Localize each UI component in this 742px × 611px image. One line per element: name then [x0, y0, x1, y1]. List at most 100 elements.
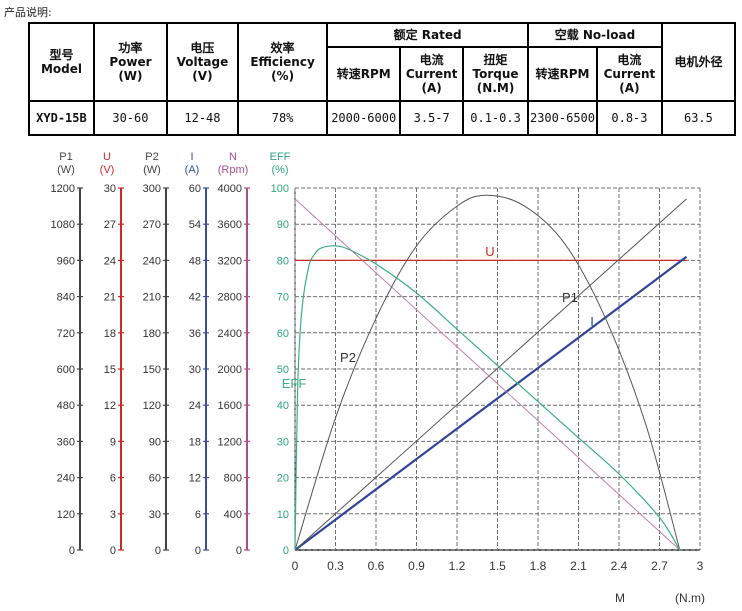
axis-u-tick-label: 12: [104, 400, 116, 412]
axis-eff-unit: (%): [271, 164, 288, 176]
axis-p1-name: P1: [59, 151, 72, 163]
axis-p1-tick-label: 240: [57, 473, 75, 485]
axis-n-tick-label: 3600: [218, 219, 242, 231]
header-rated-current-en: Current: [405, 67, 458, 81]
axis-p1-tick-label: 480: [57, 400, 75, 412]
series-layer: [294, 194, 688, 551]
axis-p2-name: P2: [145, 151, 158, 163]
x-tick-label: 0.3: [327, 559, 344, 573]
x-tick-label: 3: [697, 559, 704, 573]
x-tick-label: 2.4: [611, 559, 628, 573]
axis-i-name: I: [190, 151, 193, 163]
axis-p2-tick-label: 120: [143, 400, 161, 412]
axis-p1-tick-label: 120: [57, 509, 75, 521]
axis-eff-name: EFF: [270, 151, 291, 163]
axis-p2-tick-label: 210: [143, 292, 161, 304]
axis-n-tick-label: 3200: [218, 255, 242, 267]
axis-i-tick-label: 42: [189, 292, 201, 304]
header-voltage-unit: (V): [192, 69, 213, 83]
axis-i-tick-label: 30: [189, 364, 201, 376]
header-torque-zh: 扭矩: [483, 53, 508, 67]
header-power-zh: 功率: [118, 41, 143, 55]
axis-n-tick-label: 2800: [218, 292, 242, 304]
axis-p1-tick-label: 720: [57, 328, 75, 340]
axis-i-unit: (A): [185, 164, 200, 176]
axis-i-tick-label: 12: [189, 473, 201, 485]
axis-p2-tick-label: 60: [149, 473, 161, 485]
series-i-label: I: [590, 314, 594, 329]
axis-u-unit: (V): [100, 164, 115, 176]
series-p2-line: [294, 194, 681, 551]
axis-p1-unit: (W): [57, 164, 75, 176]
axis-i-tick-label: 0: [195, 545, 201, 557]
cell-rated-current: 3.5-7: [399, 100, 465, 136]
header-noload: 空载 No-load: [527, 22, 663, 48]
series-eff-line: [294, 245, 681, 551]
header-model-en: Model: [40, 62, 82, 76]
axis-u-tick-label: 30: [104, 183, 116, 195]
axis-eff-tick-label: 10: [277, 509, 289, 521]
header-torque-unit: (N.M): [476, 81, 515, 95]
axis-n-tick-label: 800: [224, 473, 242, 485]
cell-rated-torque: 0.1-0.3: [462, 100, 530, 136]
axis-eff-tick-label: 20: [277, 473, 289, 485]
axis-eff-tick-label: 70: [277, 292, 289, 304]
axis-p1-tick-label: 1200: [51, 183, 75, 195]
axis-i-tick-label: 36: [189, 328, 201, 340]
axis-i-tick-label: 60: [189, 183, 201, 195]
cell-efficiency: 78%: [236, 100, 329, 136]
header-eff-unit: (%): [271, 69, 295, 83]
axis-eff-tick-label: 40: [277, 400, 289, 412]
axis-n-tick-label: 1200: [218, 436, 242, 448]
axis-eff-tick-label: 90: [277, 219, 289, 231]
axis-i-tick-label: 24: [189, 400, 201, 412]
header-voltage-en: Voltage: [176, 55, 229, 69]
x-tick-label: 2.7: [651, 559, 668, 573]
header-rated-current-unit: (A): [421, 81, 442, 95]
header-voltage: 电压 Voltage (V): [165, 22, 239, 102]
axis-u-tick-label: 9: [110, 436, 116, 448]
axis-p2-tick-label: 180: [143, 328, 161, 340]
axis-u-tick-label: 3: [110, 509, 116, 521]
series-p2-label: P2: [340, 350, 356, 365]
axis-p2-tick-label: 150: [143, 364, 161, 376]
header-torque-en: Torque: [472, 67, 519, 81]
axis-eff-tick-label: 0: [283, 545, 289, 557]
axis-n-tick-label: 4000: [218, 183, 242, 195]
axis-eff-tick-label: 60: [277, 328, 289, 340]
header-noload-rpm: 转速RPM: [527, 46, 598, 102]
x-tick-label: 1.5: [489, 559, 506, 573]
axis-i-tick-label: 6: [195, 509, 201, 521]
header-noload-current-unit: (A): [619, 81, 640, 95]
axis-n-unit: (Rpm): [218, 164, 249, 176]
header-power: 功率 Power (W): [92, 22, 168, 102]
axis-p2-tick-label: 30: [149, 509, 161, 521]
axis-u-tick-label: 0: [110, 545, 116, 557]
axis-n-tick-label: 400: [224, 509, 242, 521]
x-tick-label: 1.2: [449, 559, 466, 573]
header-power-en: Power: [109, 55, 152, 69]
axis-p1-tick-label: 600: [57, 364, 75, 376]
axis-p1-tick-label: 1080: [51, 219, 75, 231]
header-noload-current-en: Current: [603, 67, 656, 81]
axis-u-tick-label: 18: [104, 328, 116, 340]
axis-i-tick-label: 54: [189, 219, 201, 231]
axis-p2-unit: (W): [143, 164, 161, 176]
header-eff-zh: 效率: [270, 41, 295, 55]
header-power-unit: (W): [118, 69, 143, 83]
header-efficiency: 效率 Efficiency (%): [236, 22, 329, 102]
axis-i-tick-label: 18: [189, 436, 201, 448]
cell-power: 30-60: [92, 100, 168, 136]
x-tick-label: 2.1: [570, 559, 587, 573]
axis-p2-tick-label: 270: [143, 219, 161, 231]
axis-eff-tick-label: 100: [271, 183, 289, 195]
x-tick-label: 1.8: [530, 559, 547, 573]
axis-n-name: N: [229, 151, 237, 163]
series-p1-line: [294, 198, 687, 551]
header-voltage-zh: 电压: [190, 41, 215, 55]
axis-n-tick-label: 0: [236, 545, 242, 557]
header-rated-current: 电流 Current (A): [399, 46, 465, 102]
series-n-line: [294, 198, 681, 551]
axis-u-tick-label: 6: [110, 473, 116, 485]
axis-p1-tick-label: 0: [69, 545, 75, 557]
